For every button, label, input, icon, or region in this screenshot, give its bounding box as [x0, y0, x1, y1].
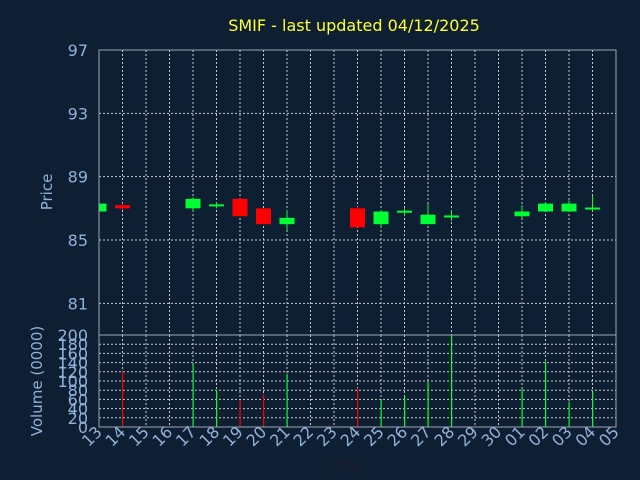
volume-bar-18	[216, 390, 218, 427]
price-tick-label: 89	[68, 168, 88, 187]
candle-body	[420, 214, 436, 225]
volume-bars	[122, 335, 594, 427]
candle-body	[561, 203, 577, 212]
volume-bar-20	[263, 393, 265, 427]
volume-tick-label: 80	[68, 381, 88, 400]
volume-plot-frame	[98, 334, 617, 428]
volume-bar-04	[592, 391, 594, 427]
volume-bar-17	[192, 363, 194, 427]
candle-body	[256, 208, 271, 225]
candle-body	[538, 203, 553, 212]
volume-bar-28	[451, 335, 453, 427]
volume-bar-24	[357, 387, 359, 427]
volume-bar-19	[239, 400, 241, 427]
candle-27	[420, 203, 436, 225]
candle-24	[350, 206, 365, 228]
volume-bar-14	[122, 370, 124, 427]
volume-tick-label: 180	[57, 335, 88, 354]
candle-body	[115, 205, 130, 209]
price-tick-label: 93	[68, 104, 88, 123]
candle-body	[232, 198, 248, 217]
price-plot-frame	[98, 49, 617, 336]
volume-bar-02	[545, 361, 547, 427]
candlesticks	[98, 195, 600, 231]
candle-21	[279, 209, 295, 231]
volume-bar-27	[427, 381, 429, 427]
candle-body	[350, 208, 365, 228]
candle-18	[209, 202, 224, 209]
candle-25	[373, 209, 389, 228]
volume-bar-01	[521, 389, 523, 427]
candle-14	[115, 203, 130, 210]
candle-20	[256, 208, 271, 225]
price-grid	[99, 50, 616, 335]
volume-tick-label: 200	[57, 326, 88, 345]
candle-body	[99, 203, 107, 212]
candle-body	[585, 207, 600, 210]
volume-bar-25	[380, 399, 382, 427]
volume-tick-label: 40	[68, 400, 88, 419]
candle-26	[397, 208, 412, 217]
volume-axis-label: Volume (0000)	[28, 326, 46, 436]
volume-bar-21	[286, 374, 288, 427]
candle-03	[561, 200, 577, 212]
volume-tick-label: 120	[57, 363, 88, 382]
volume-bar-03	[568, 401, 570, 427]
candle-body	[444, 215, 459, 218]
candle-19	[232, 198, 248, 217]
volume-tick-label: 100	[57, 372, 88, 391]
candle-13	[98, 202, 107, 214]
volume-tick-label: 20	[68, 409, 88, 428]
price-tick-label: 97	[68, 41, 88, 60]
candle-body	[185, 198, 201, 209]
candle-body	[514, 211, 530, 217]
price-axis-label: Price	[38, 174, 56, 211]
chart-title: SMIF - last updated 04/12/2025	[228, 16, 480, 35]
volume-tick-label: 140	[57, 354, 88, 373]
volume-tick-label: 160	[57, 344, 88, 363]
candle-02	[538, 202, 553, 212]
price-tick-label: 81	[68, 294, 88, 313]
volume-tick-label: 0	[78, 418, 88, 437]
volume-bar-26	[404, 395, 406, 427]
candle-17	[185, 197, 201, 212]
candle-body	[373, 211, 389, 225]
day-axis-label: Day	[333, 457, 363, 475]
volume-tick-label: 60	[68, 390, 88, 409]
candle-body	[209, 204, 224, 207]
candle-01	[514, 205, 530, 218]
price-tick-label: 85	[68, 231, 88, 250]
candle-body	[279, 217, 295, 225]
price-y-ticks: 81 85 89 93 97	[68, 41, 88, 313]
candle-28	[444, 209, 459, 221]
candle-04	[585, 195, 600, 212]
candle-body	[397, 210, 412, 213]
